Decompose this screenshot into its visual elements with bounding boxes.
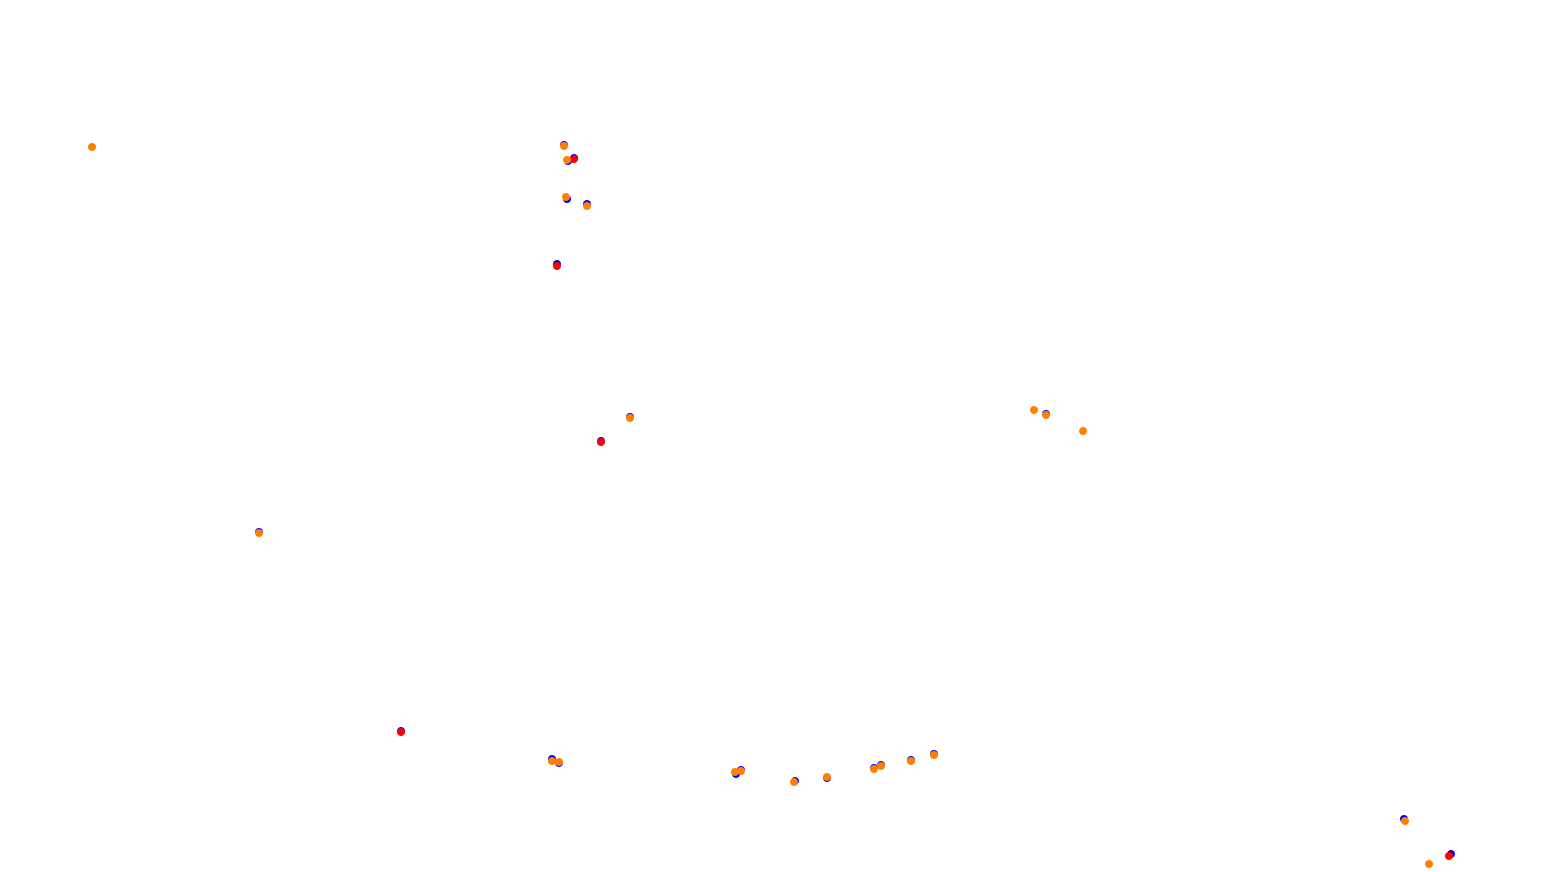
data-point-series-2-4 bbox=[731, 768, 739, 776]
data-point-series-2-14 bbox=[1030, 406, 1038, 414]
data-point-series-2-12 bbox=[255, 529, 263, 537]
data-point-series-2-21 bbox=[560, 142, 568, 150]
data-point-series-2-0 bbox=[1425, 860, 1433, 868]
data-point-series-1-4 bbox=[570, 155, 578, 163]
data-point-series-2-2 bbox=[548, 757, 556, 765]
data-point-series-2-19 bbox=[583, 202, 591, 210]
data-point-series-2-20 bbox=[563, 156, 571, 164]
data-point-series-2-13 bbox=[626, 414, 634, 422]
data-point-series-2-3 bbox=[555, 758, 563, 766]
data-point-series-2-6 bbox=[790, 778, 798, 786]
plot-marks bbox=[88, 141, 1455, 868]
data-point-series-2-8 bbox=[870, 765, 878, 773]
data-point-series-2-11 bbox=[930, 751, 938, 759]
data-point-series-2-15 bbox=[1042, 411, 1050, 419]
data-point-series-1-3 bbox=[553, 262, 561, 270]
data-point-series-2-18 bbox=[562, 193, 570, 201]
data-point-series-2-17 bbox=[88, 143, 96, 151]
data-point-series-2-7 bbox=[823, 773, 831, 781]
data-point-series-2-10 bbox=[907, 757, 915, 765]
data-point-series-2-9 bbox=[877, 762, 885, 770]
data-point-series-1-1 bbox=[397, 728, 405, 736]
data-point-series-2-5 bbox=[737, 767, 745, 775]
data-point-series-2-1 bbox=[1401, 817, 1409, 825]
data-point-series-1-2 bbox=[597, 438, 605, 446]
data-point-series-2-16 bbox=[1079, 427, 1087, 435]
data-point-series-1-0 bbox=[1445, 852, 1453, 860]
